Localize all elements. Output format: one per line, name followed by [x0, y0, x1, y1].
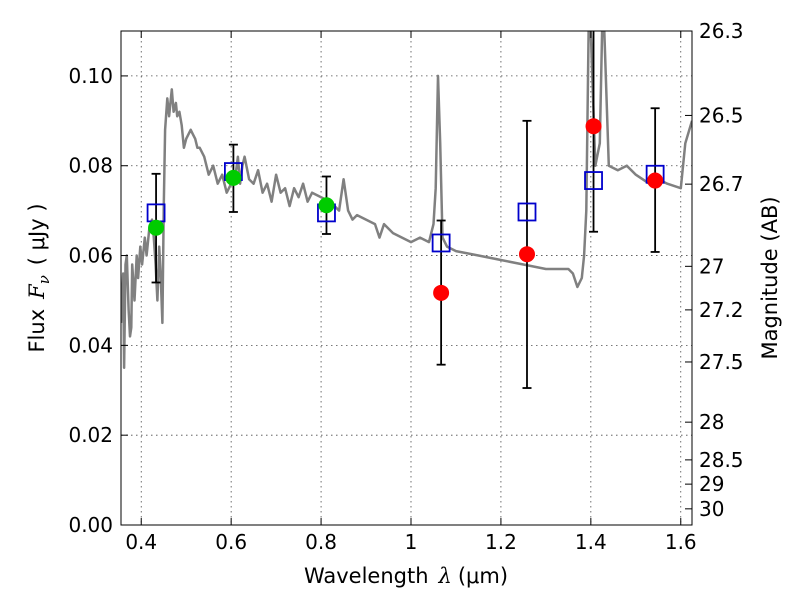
right-axis-title: Magnitude (AB) — [758, 196, 782, 359]
y-tick-label: 0.06 — [68, 244, 113, 268]
x-axis-title-symbol: λ — [438, 564, 452, 588]
magnitude-tick-label: 26.3 — [699, 19, 744, 43]
photometry-point — [518, 246, 535, 263]
y-axis-title-unit: ( μJy ) — [25, 203, 49, 265]
magnitude-tick-label: 26.7 — [699, 172, 744, 196]
model-flux-point — [431, 233, 451, 253]
photometry-point — [585, 118, 602, 135]
y-tick-label: 0.10 — [68, 64, 113, 88]
y-axis-title-symbol: F — [25, 283, 49, 300]
magnitude-tick-label: 26.5 — [699, 103, 744, 127]
model-flux-point — [517, 202, 537, 222]
y-tick-label: 0.08 — [68, 154, 113, 178]
x-axis-title-prefix: Wavelength — [304, 564, 429, 588]
x-axis-title-unit: (μm) — [458, 564, 508, 588]
magnitude-tick-label: 27 — [699, 254, 724, 278]
detection-point — [318, 197, 335, 214]
detection-point — [148, 219, 165, 236]
y-tick-label: 0.00 — [68, 513, 113, 537]
plot-frame — [120, 30, 693, 526]
detection-point — [225, 169, 242, 186]
photometry-point — [647, 172, 664, 189]
y-tick-label: 0.04 — [68, 333, 113, 357]
y-axis-title-subscript: ν — [35, 275, 53, 284]
magnitude-tick-label: 28 — [699, 410, 724, 434]
model-flux-point — [584, 171, 603, 190]
tick-layer: 0.4 0.6 0.8 1 1.2 1.4 1.6 0.00 0.02 0.04 0.06 0.08 0… — [68, 19, 743, 554]
x-tick-label: 1 — [405, 530, 418, 554]
x-tick-label: 0.4 — [125, 530, 157, 554]
y-axis-title: Flux Fν ( μJy ) — [25, 203, 53, 352]
y-tick-label: 0.02 — [68, 423, 113, 447]
magnitude-tick-label: 30 — [699, 497, 724, 521]
markers-layer — [146, 31, 665, 389]
plot-background — [121, 31, 692, 525]
magnitude-tick-label: 27.2 — [699, 298, 744, 322]
x-tick-label: 0.6 — [215, 530, 247, 554]
photometry-point — [433, 284, 450, 301]
x-tick-label: 0.8 — [305, 530, 337, 554]
x-tick-label: 1.6 — [665, 530, 697, 554]
magnitude-tick-label: 29 — [699, 472, 724, 496]
y-axis-title-prefix: Flux — [25, 309, 49, 353]
magnitude-tick-label: 28.5 — [699, 448, 744, 472]
x-tick-label: 1.4 — [575, 530, 607, 554]
x-axis-title: Wavelength λ (μm) — [304, 564, 508, 588]
magnitude-tick-label: 27.5 — [699, 350, 744, 374]
x-tick-label: 1.2 — [485, 530, 517, 554]
